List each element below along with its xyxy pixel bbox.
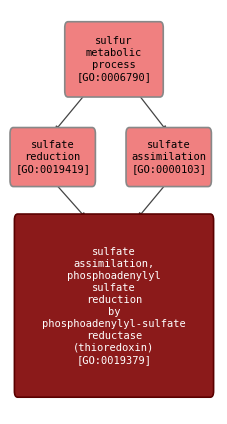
Text: sulfate
reduction
[GO:0019419]: sulfate reduction [GO:0019419] bbox=[15, 140, 90, 174]
FancyBboxPatch shape bbox=[126, 128, 210, 187]
FancyBboxPatch shape bbox=[14, 214, 213, 397]
FancyBboxPatch shape bbox=[64, 22, 163, 97]
FancyBboxPatch shape bbox=[10, 128, 95, 187]
Text: sulfate
assimilation,
phosphoadenylyl
sulfate
reduction
by
phosphoadenylyl-sulfa: sulfate assimilation, phosphoadenylyl su… bbox=[42, 247, 185, 365]
Text: sulfate
assimilation
[GO:0000103]: sulfate assimilation [GO:0000103] bbox=[131, 140, 205, 174]
Text: sulfur
metabolic
process
[GO:0006790]: sulfur metabolic process [GO:0006790] bbox=[76, 36, 151, 82]
